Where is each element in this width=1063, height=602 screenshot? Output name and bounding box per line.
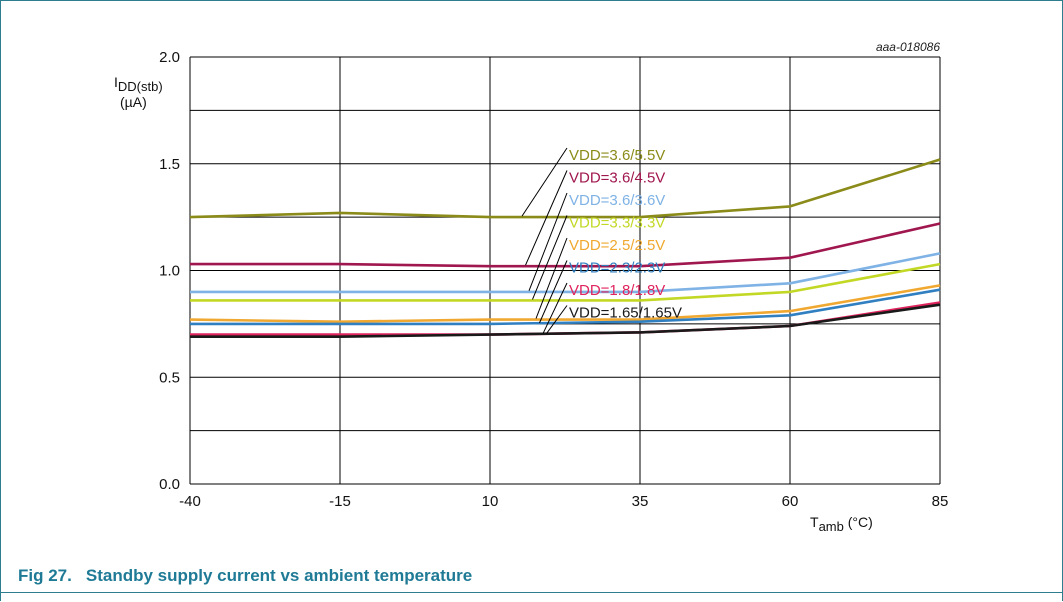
legend-label-7: VDD=1.65/1.65V: [569, 305, 682, 322]
series-line-0: [189, 158, 941, 219]
y-tick-label: 0.0: [159, 476, 180, 493]
y-axis-unit: (µA): [120, 94, 147, 110]
y-tick-label: 1.5: [159, 156, 180, 173]
x-tick-label: 60: [782, 493, 799, 510]
legend-leader-2: [528, 192, 568, 292]
y-axis-label: IDD(stb): [114, 74, 163, 94]
x-axis-label-main: T: [810, 514, 819, 530]
x-axis-unit: (°C): [844, 514, 873, 530]
series-lines: [189, 158, 941, 339]
y-tick-label: 2.0: [159, 49, 180, 66]
figure-caption: Fig 27. Standby supply current vs ambient…: [18, 566, 472, 586]
caption-divider: [0, 592, 1063, 593]
legend-leader-6: [542, 282, 568, 334]
legend-leader-7: [546, 305, 568, 334]
legend-leader-4: [535, 237, 568, 319]
x-tick-label: 85: [932, 493, 949, 510]
x-tick-label: 10: [482, 493, 499, 510]
figure-caption-text: Standby supply current vs ambient temper…: [85, 566, 473, 585]
legend-label-4: VDD=2.5/2.5V: [569, 237, 665, 254]
series-line-4: [189, 284, 941, 324]
x-axis-label: Tamb (°C): [810, 514, 873, 534]
x-tick-labels: -40 -15 10 35 60 85: [179, 493, 948, 510]
y-axis-label-sub: DD(stb): [118, 79, 163, 94]
legend-label-6: VDD=1.8/1.8V: [569, 282, 665, 299]
x-tick-label: -40: [179, 493, 201, 510]
y-tick-label: 1.0: [159, 263, 180, 280]
legend-leader-0: [521, 147, 568, 217]
y-axis-label-main: I: [114, 74, 118, 90]
x-tick-label: -15: [329, 493, 351, 510]
y-tick-labels: 0.0 0.5 1.0 1.5 2.0: [159, 49, 180, 493]
grid-lines: [189, 56, 941, 485]
x-tick-label: 35: [632, 493, 649, 510]
figure-code: aaa-018086: [876, 40, 940, 54]
series-line-1: [190, 222, 941, 268]
legend-label-5: VDD=2.3/2.3V: [569, 260, 665, 277]
standby-current-chart: VDD=3.6/5.5V VDD=3.6/4.5V VDD=3.6/3.6V VDD=…: [114, 40, 948, 534]
series-line-5: [190, 288, 941, 326]
legend-label-1: VDD=3.6/4.5V: [569, 170, 665, 187]
legend-leader-3: [532, 215, 568, 300]
legend-leader-1: [525, 170, 568, 266]
legend-label-2: VDD=3.6/3.6V: [569, 192, 665, 209]
x-axis-label-sub: amb: [819, 519, 844, 534]
legend-leader-5: [539, 260, 568, 324]
series-line-3: [190, 262, 941, 302]
legend-leader-lines: [521, 147, 568, 334]
series-line-7: [190, 303, 941, 339]
legend: VDD=3.6/5.5V VDD=3.6/4.5V VDD=3.6/3.6V VDD=…: [569, 147, 682, 322]
y-tick-label: 0.5: [159, 369, 180, 386]
legend-label-0: VDD=3.6/5.5V: [569, 147, 665, 164]
series-line-2: [190, 252, 941, 294]
figure-number: Fig 27.: [18, 566, 72, 585]
legend-label-3: VDD=3.3/3.3V: [569, 215, 665, 232]
